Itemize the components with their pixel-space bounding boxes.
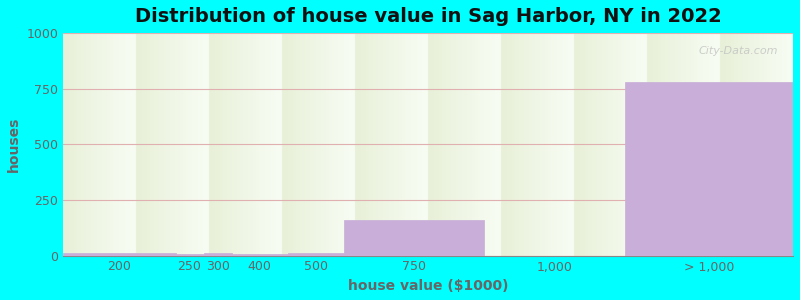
Bar — [344, 220, 484, 256]
Bar — [203, 254, 232, 256]
X-axis label: house value ($1000): house value ($1000) — [348, 279, 508, 293]
Bar — [625, 82, 793, 256]
Y-axis label: houses: houses — [7, 117, 21, 172]
Bar — [63, 254, 175, 256]
Text: City-Data.com: City-Data.com — [699, 46, 778, 56]
Title: Distribution of house value in Sag Harbor, NY in 2022: Distribution of house value in Sag Harbo… — [134, 7, 722, 26]
Bar — [175, 254, 203, 256]
Bar — [288, 253, 344, 256]
Bar — [232, 254, 288, 256]
